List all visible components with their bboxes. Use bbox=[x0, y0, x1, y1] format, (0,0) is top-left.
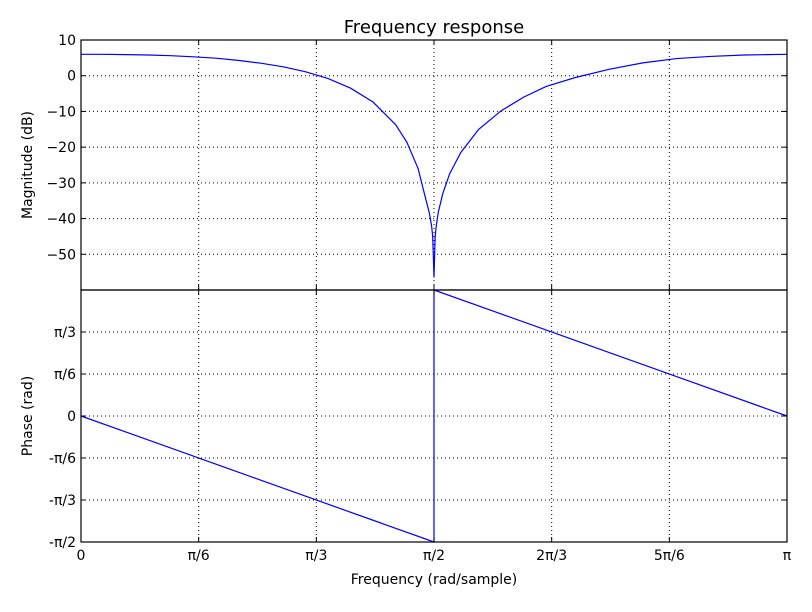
chart-title: Frequency response bbox=[344, 17, 524, 38]
magnitude-line bbox=[81, 53, 788, 278]
x-tick-label: π/6 bbox=[188, 548, 210, 564]
y-tick-label: −20 bbox=[46, 140, 76, 156]
magnitude-gridlines bbox=[81, 40, 787, 290]
phase-panel: π/3π/60-π/6-π/3-π/2 0 π/6 π/3 π/2 2π/3 5π/6 π … bbox=[20, 289, 792, 588]
x-tick-label: π bbox=[783, 548, 792, 564]
phase-line bbox=[80, 289, 788, 543]
y-tick-label: −50 bbox=[46, 247, 76, 263]
x-tick-label: 2π/3 bbox=[536, 548, 567, 564]
y-tick-label: −10 bbox=[46, 104, 76, 120]
phase-y-ticks: π/3 π/6 0 -π/6 -π/3 -π/2 bbox=[49, 290, 788, 551]
magnitude-series-group bbox=[81, 53, 788, 278]
y-tick-label: 0 bbox=[67, 69, 76, 85]
y-tick-label: −40 bbox=[46, 212, 76, 228]
y-tick-label: -π/2 bbox=[49, 535, 76, 551]
magnitude-y-axis-label: Magnitude (dB) bbox=[20, 111, 36, 219]
y-tick-label: -π/6 bbox=[49, 451, 76, 467]
phase-y-axis-label: Phase (rad) bbox=[20, 376, 36, 456]
magnitude-panel: 10 0 −10 −20 −30 −40 −50 Frequency response Ma… bbox=[20, 17, 788, 291]
y-tick-label: π/3 bbox=[54, 325, 76, 341]
x-tick-label: 5π/6 bbox=[654, 548, 685, 564]
phase-series-group bbox=[80, 289, 788, 543]
x-tick-label: π/3 bbox=[305, 548, 327, 564]
x-tick-label: π/2 bbox=[423, 548, 445, 564]
phase-x-ticks: 0 π/6 π/3 π/2 2π/3 5π/6 π bbox=[77, 548, 792, 564]
y-tick-label: -π/3 bbox=[49, 493, 76, 509]
x-axis-label: Frequency (rad/sample) bbox=[351, 572, 518, 588]
y-tick-label: 0 bbox=[67, 409, 76, 425]
magnitude-y-ticks: 10 0 −10 −20 −30 −40 −50 bbox=[46, 33, 788, 290]
y-tick-label: π/6 bbox=[54, 367, 76, 383]
y-tick-label: −30 bbox=[46, 176, 76, 192]
y-tick-label: 10 bbox=[58, 33, 76, 49]
x-tick-label: 0 bbox=[77, 548, 86, 564]
